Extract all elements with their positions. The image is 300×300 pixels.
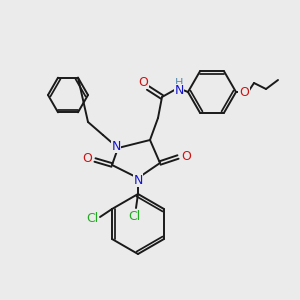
- Text: Cl: Cl: [86, 212, 98, 226]
- Text: N: N: [111, 140, 121, 152]
- Text: N: N: [174, 85, 184, 98]
- Text: O: O: [181, 149, 191, 163]
- Text: O: O: [239, 85, 249, 98]
- Text: O: O: [82, 152, 92, 166]
- Text: O: O: [138, 76, 148, 88]
- Text: N: N: [133, 173, 143, 187]
- Text: H: H: [175, 78, 183, 88]
- Text: Cl: Cl: [128, 209, 140, 223]
